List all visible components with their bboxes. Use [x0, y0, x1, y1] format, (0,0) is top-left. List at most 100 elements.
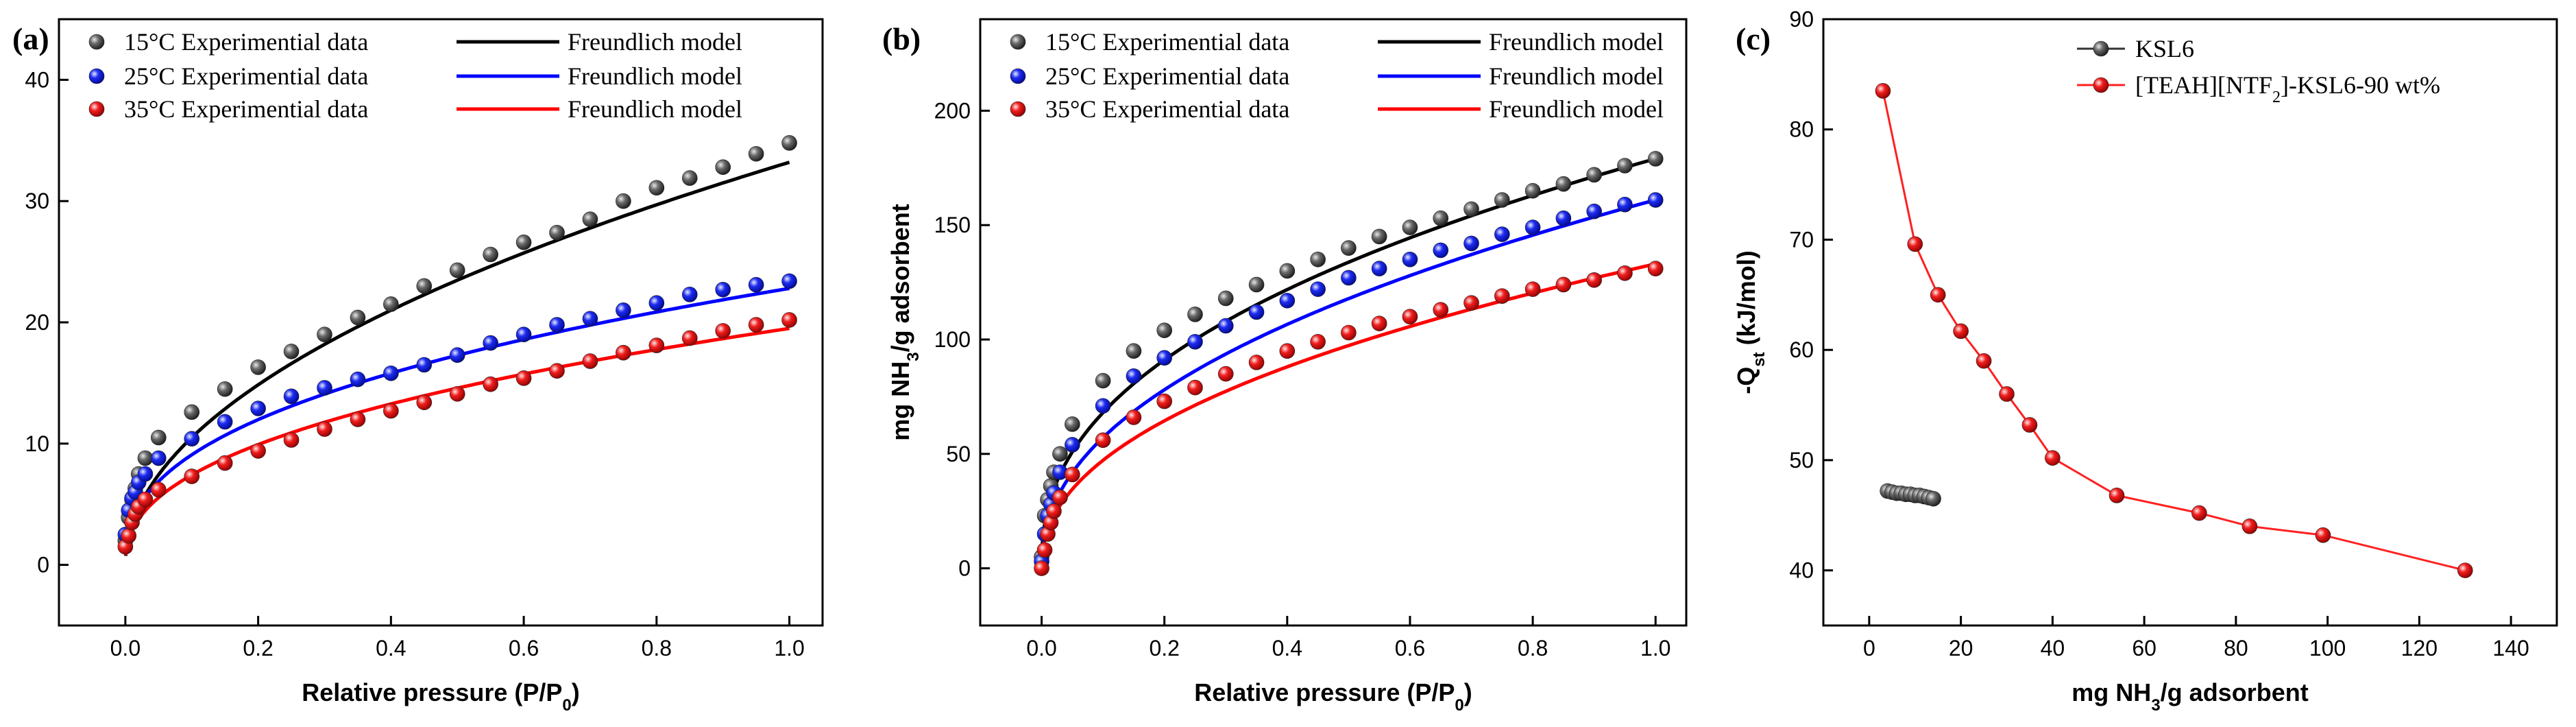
data-point-series-2 — [1524, 219, 1541, 235]
data-point-series-2 — [151, 450, 167, 466]
data-point-series-3 — [1402, 309, 1418, 324]
x-tick-label: 1.0 — [774, 636, 804, 660]
data-point-series-2 — [317, 380, 332, 396]
data-point-series-2 — [748, 276, 764, 293]
data-point-series-1 — [582, 211, 598, 228]
panel-label: (a) — [12, 21, 49, 56]
data-point-series-3 — [1463, 295, 1479, 311]
x-tick-label: 0.2 — [1149, 636, 1179, 660]
data-point-series-1 — [1310, 251, 1326, 267]
x-tick-label: 0.0 — [110, 636, 141, 660]
legend-label: Freundlich model — [568, 62, 742, 90]
y-axis-title: -Qst (kJ/mol) — [1732, 250, 1769, 394]
x-axis-title: Relative pressure (P/P0) — [1194, 678, 1472, 715]
data-point-series-2 — [1907, 236, 1923, 252]
legend-label: 35°C Experimential data — [124, 95, 368, 123]
legend-marker — [1010, 68, 1026, 84]
y-tick-label: 100 — [934, 327, 971, 352]
data-point-series-3 — [483, 376, 498, 392]
data-point-series-2 — [1586, 203, 1602, 219]
data-point-series-1 — [1925, 490, 1941, 507]
legend-marker — [2093, 40, 2109, 57]
x-tick-label: 0.6 — [509, 636, 539, 660]
data-point-series-3 — [549, 363, 565, 379]
data-point-series-2 — [1647, 192, 1664, 208]
x-tick-label: 100 — [2309, 636, 2346, 660]
data-point-series-3 — [616, 344, 631, 361]
data-point-series-2 — [616, 302, 631, 318]
y-tick-label: 70 — [1789, 227, 1814, 252]
data-point-series-1 — [648, 180, 665, 196]
panel-2: 0.0 0.2 0.4 0.6 0.8 1.0 0 50 100 150 200 Relative p… — [882, 18, 1688, 715]
data-point-series-1 — [1217, 290, 1234, 307]
y-tick-label: 0 — [37, 553, 49, 577]
legend-label: [TEAH][NTF2]-KSL6-90 wt% — [2135, 71, 2440, 106]
data-point-series-3 — [1217, 366, 1234, 382]
data-point-series-2 — [781, 273, 797, 289]
data-point-series-3 — [1524, 281, 1541, 297]
x-tick-label: 1.0 — [1640, 636, 1670, 660]
data-point-series-1 — [383, 296, 399, 312]
y-tick-label: 40 — [25, 67, 49, 92]
x-tick-label: 20 — [1949, 636, 1973, 660]
y-tick-label: 50 — [1789, 448, 1814, 473]
x-tick-label: 0 — [1863, 636, 1875, 660]
data-point-series-3 — [648, 337, 665, 353]
data-point-series-3 — [137, 491, 154, 508]
data-point-series-2 — [1953, 323, 1969, 339]
data-point-series-3 — [1279, 343, 1296, 359]
data-point-series-2 — [383, 365, 399, 381]
y-axis-title: mg NH3/g adsorbent — [0, 204, 1, 440]
data-point-series-3 — [1248, 355, 1265, 370]
legend-label: 25°C Experimential data — [124, 62, 368, 90]
y-tick-label: 40 — [1789, 558, 1814, 583]
data-point-series-2 — [1371, 261, 1387, 276]
legend-marker — [2093, 77, 2109, 93]
legend-marker — [88, 34, 105, 50]
data-point-series-2 — [2045, 450, 2061, 466]
data-point-series-2 — [2457, 562, 2473, 578]
data-point-series-3 — [184, 468, 200, 484]
data-point-series-1 — [283, 344, 300, 359]
data-point-series-2 — [1494, 226, 1510, 242]
data-point-series-1 — [1617, 158, 1633, 174]
data-point-series-1 — [184, 404, 200, 420]
data-point-series-1 — [515, 235, 532, 250]
data-point-series-2 — [2241, 519, 2258, 534]
data-point-series-3 — [1052, 489, 1068, 505]
data-point-series-2 — [1310, 281, 1326, 297]
data-point-series-3 — [1034, 560, 1049, 576]
data-point-series-3 — [1310, 334, 1326, 350]
data-point-series-3 — [283, 432, 300, 448]
data-point-series-3 — [1555, 276, 1572, 293]
data-point-series-1 — [1433, 210, 1449, 226]
x-tick-label: 140 — [2492, 636, 2529, 660]
data-point-series-1 — [1555, 176, 1572, 192]
data-point-series-3 — [1187, 379, 1203, 396]
data-point-series-3 — [1341, 324, 1357, 341]
data-point-series-3 — [781, 312, 797, 328]
data-point-series-1 — [1463, 201, 1479, 217]
x-tick-label: 120 — [2401, 636, 2438, 660]
plot-frame — [1822, 18, 2558, 627]
legend-label: Freundlich model — [568, 95, 742, 123]
data-point-series-1 — [1065, 416, 1080, 432]
data-point-series-1 — [317, 326, 332, 342]
panel-3: 0 20 40 60 80 100 120 140 40 50 60 70 80 90 mg NH3/g a… — [1732, 7, 2558, 715]
data-point-series-3 — [317, 421, 332, 437]
data-point-series-1 — [416, 278, 433, 294]
data-point-series-2 — [582, 311, 598, 326]
data-point-series-2 — [1555, 210, 1572, 226]
data-point-series-2 — [715, 281, 731, 298]
data-point-series-1 — [1647, 151, 1664, 167]
legend-label: KSL6 — [2135, 35, 2194, 62]
y-tick-label: 150 — [934, 213, 971, 237]
data-point-series-1 — [449, 262, 465, 278]
data-point-series-2 — [1999, 386, 2015, 402]
data-point-series-3 — [1371, 315, 1387, 331]
data-point-series-3 — [1095, 432, 1111, 449]
data-point-series-2 — [1433, 242, 1449, 259]
legend-label: Freundlich model — [1489, 95, 1664, 123]
x-tick-label: 40 — [2041, 636, 2065, 660]
legend-marker — [88, 101, 105, 117]
